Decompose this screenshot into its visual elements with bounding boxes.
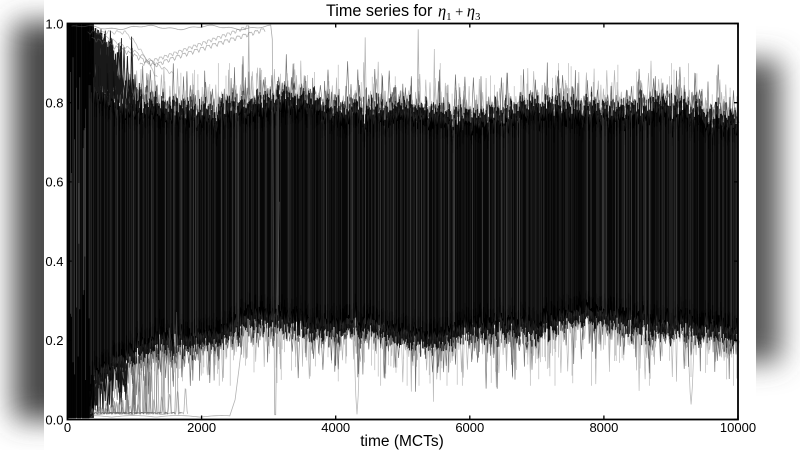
svg-text:Time series for: Time series for xyxy=(326,2,433,20)
svg-text:0.4: 0.4 xyxy=(45,254,63,269)
svg-text:0.6: 0.6 xyxy=(45,175,63,190)
svg-text:1.0: 1.0 xyxy=(45,16,63,31)
svg-text:2000: 2000 xyxy=(187,420,216,435)
svg-text:0.2: 0.2 xyxy=(45,333,63,348)
svg-text:6000: 6000 xyxy=(455,420,484,435)
svg-text:0.8: 0.8 xyxy=(45,96,63,111)
svg-text:0: 0 xyxy=(64,420,71,435)
svg-text:8000: 8000 xyxy=(589,420,618,435)
svg-text:0.0: 0.0 xyxy=(45,412,63,427)
svg-text:η1 + η3: η1 + η3 xyxy=(438,1,480,23)
svg-text:10000: 10000 xyxy=(720,420,756,435)
svg-text:4000: 4000 xyxy=(321,420,350,435)
svg-text:time (MCTs): time (MCTs) xyxy=(360,433,444,450)
